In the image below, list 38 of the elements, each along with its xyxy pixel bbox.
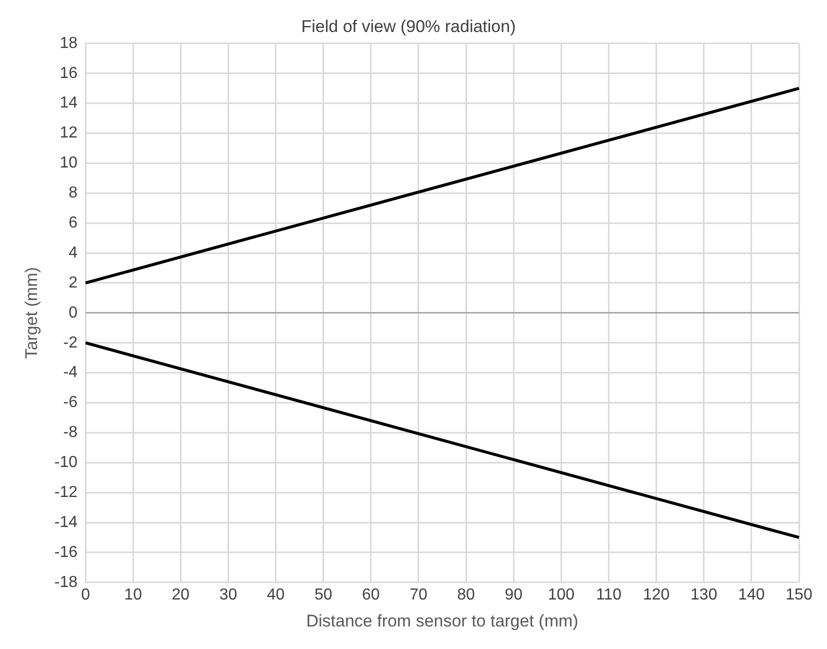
y-tick-label: 12: [60, 124, 78, 142]
y-tick-label: 8: [68, 184, 78, 202]
x-tick-label: 40: [266, 586, 285, 604]
x-tick-label: 80: [457, 586, 476, 604]
x-tick-label: 130: [690, 586, 718, 604]
x-tick-label: 60: [362, 586, 380, 604]
y-tick-label: 10: [60, 154, 78, 172]
x-tick-label: 50: [314, 586, 332, 604]
x-tick-label: 140: [738, 586, 765, 604]
y-tick-label: -18: [54, 574, 78, 591]
y-tick-label: -10: [54, 454, 78, 472]
y-tick-label: -12: [54, 484, 78, 501]
chart-title: Field of view (90% radiation): [301, 16, 516, 36]
y-tick-label: 4: [68, 244, 78, 262]
y-tick-label: -6: [63, 394, 78, 412]
y-axis-title: Target (mm): [22, 267, 41, 359]
x-tick-label: 120: [642, 586, 670, 604]
y-tick-label: -8: [63, 424, 78, 442]
x-tick-label: 0: [81, 586, 90, 604]
y-tick-label: -16: [54, 544, 78, 561]
x-tick-label: 30: [219, 586, 238, 604]
y-tick-label: 2: [68, 274, 78, 292]
x-axis-title: Distance from sensor to target (mm): [306, 611, 578, 630]
y-tick-label: -2: [63, 334, 78, 352]
y-tick-label: -14: [54, 514, 78, 531]
x-tick-label: 100: [548, 586, 575, 604]
x-tick-label: 150: [786, 586, 812, 604]
y-tick-label: 0: [68, 304, 78, 322]
y-tick-label: 16: [60, 64, 78, 82]
y-tick-label: 6: [68, 214, 78, 232]
x-tick-label: 90: [504, 586, 523, 604]
x-tick-label: 20: [172, 586, 190, 604]
x-tick-label: 70: [410, 586, 428, 604]
y-tick-label: 18: [60, 34, 78, 52]
y-tick-label: -4: [63, 364, 78, 382]
y-tick-label: 14: [60, 94, 78, 112]
x-tick-label: 110: [596, 586, 622, 604]
x-tick-label: 10: [124, 586, 142, 604]
